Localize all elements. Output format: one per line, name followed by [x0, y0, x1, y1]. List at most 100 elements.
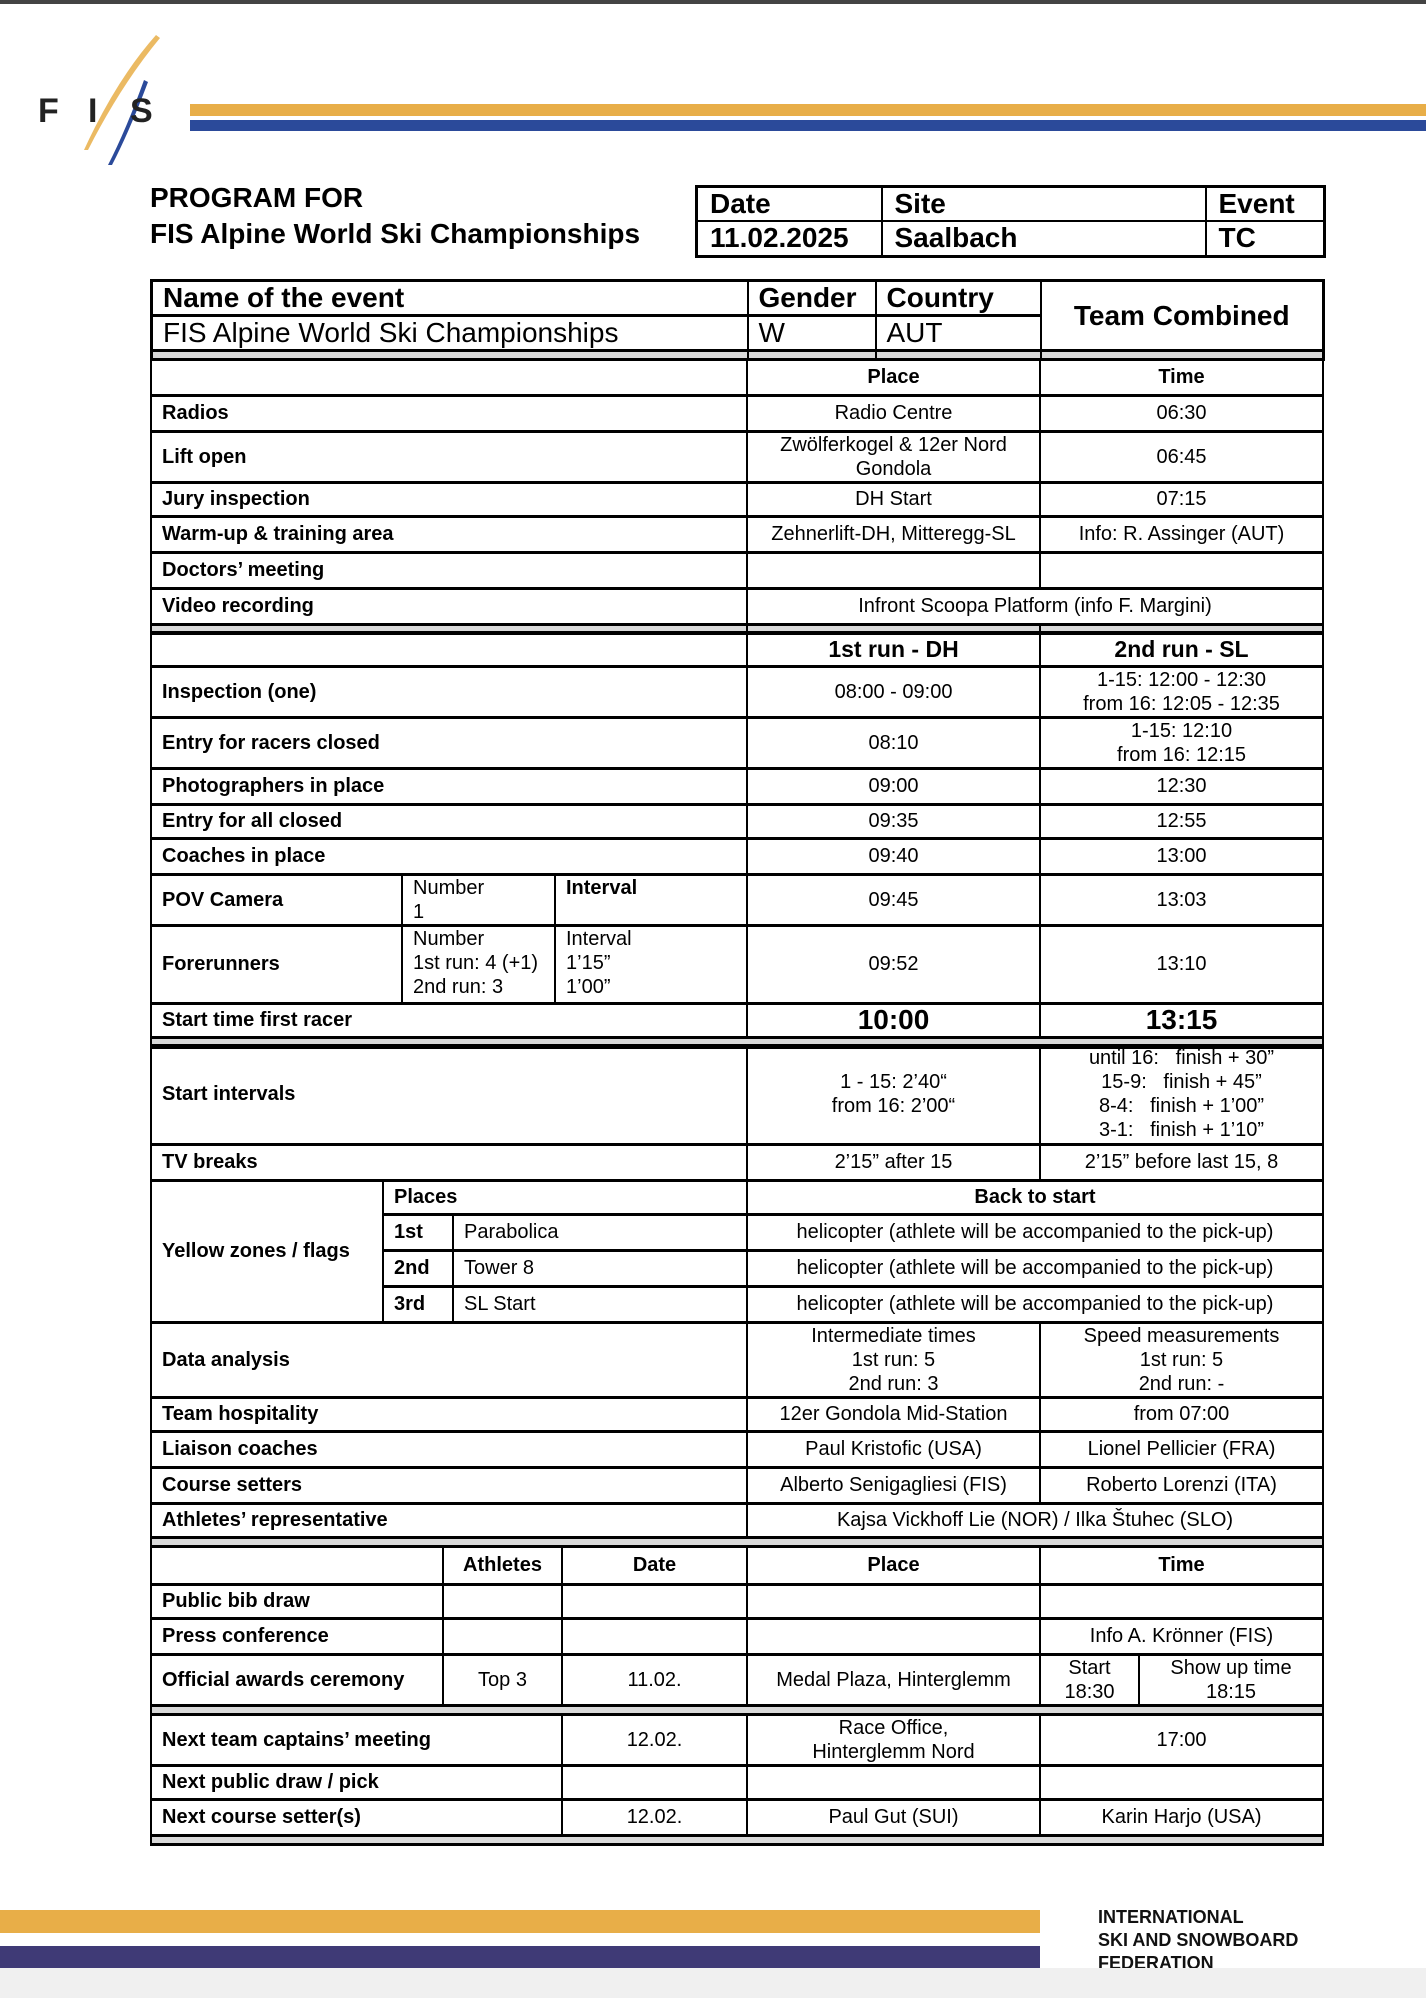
zone-number: 3rd: [382, 1285, 454, 1324]
start-cell: Start 18:30: [1039, 1653, 1140, 1706]
svg-text:F: F: [38, 92, 59, 130]
title-line1: PROGRAM FOR: [150, 182, 364, 213]
number-value: 1: [413, 900, 425, 923]
title-line2: FIS Alpine World Ski Championships: [150, 218, 641, 249]
event-value: TC: [1204, 220, 1326, 257]
run2-line: 1-15: 12:00 - 12:30: [1097, 668, 1267, 691]
gender: W: [746, 314, 877, 352]
event-label: Event: [1204, 185, 1326, 222]
start-time-run1: 10:00: [746, 1002, 1042, 1038]
number-value: 1st run: 4 (+1): [413, 951, 539, 974]
svg-text:S: S: [130, 92, 153, 130]
speed-label: Speed measurements: [1083, 1324, 1280, 1347]
pov-number: Number 1: [401, 873, 556, 927]
place-cell: [746, 551, 1041, 590]
date-cell: 12.02.: [561, 1713, 748, 1767]
run1-cell: 08:10: [746, 716, 1042, 770]
row-label: Press conference: [150, 1617, 444, 1656]
zone-back: helicopter (athlete will be accompanied …: [746, 1249, 1324, 1288]
row-label: Entry for all closed: [149, 803, 749, 840]
row-label: Course setters: [150, 1466, 748, 1505]
row-label: TV breaks: [150, 1143, 748, 1182]
place-line: Hinterglemm Nord: [812, 1740, 975, 1763]
run1-cell: 09:35: [746, 803, 1042, 840]
run2-cell: 13:00: [1039, 837, 1325, 876]
row-label: Next public draw / pick: [150, 1764, 563, 1801]
number-label: Number: [413, 876, 485, 899]
footer-stripe-orange: [0, 1910, 1040, 1933]
row-label: Yellow zones / flags: [150, 1179, 384, 1324]
showup-label: Show up time: [1170, 1656, 1292, 1679]
row-label: Data analysis: [150, 1321, 748, 1399]
row-label: Photographers in place: [149, 767, 749, 806]
footer-line: INTERNATIONAL: [1098, 1907, 1244, 1927]
run2-line: from 16: 12:05 - 12:35: [1083, 692, 1280, 715]
place-header: Place: [746, 358, 1041, 397]
run2-cell: 13:03: [1039, 873, 1325, 927]
row-label: Inspection (one): [149, 665, 749, 719]
row-label: Jury inspection: [150, 481, 748, 518]
run1-cell: 09:40: [746, 837, 1042, 876]
header-stripe-blue: [190, 120, 1426, 131]
tv-run1: 2’15” after 15: [746, 1143, 1041, 1182]
event-name-label: Name of the event: [150, 279, 749, 317]
cell: Lionel Pellicier (FRA): [1039, 1430, 1324, 1469]
cell: Alberto Senigagliesi (FIS): [746, 1466, 1041, 1505]
time-header: Time: [1038, 1546, 1325, 1586]
site-label: Site: [880, 185, 1207, 222]
viewer-bottom-area: [0, 1968, 1426, 1998]
time-cell: [1039, 551, 1324, 590]
page-title: PROGRAM FOR FIS Alpine World Ski Champio…: [150, 180, 640, 252]
row-label: Video recording: [150, 587, 748, 625]
run1-header: 1st run - DH: [746, 631, 1042, 668]
run1-cell: 09:52: [746, 924, 1042, 1005]
pov-interval-label: Interval: [553, 873, 749, 927]
interval-line: 15-9: finish + 45”: [1101, 1071, 1262, 1094]
interval-line: 3-1: finish + 1’10”: [1098, 1119, 1265, 1142]
discipline: Team Combined: [1039, 279, 1325, 352]
runs-table: 1st run - DH 2nd run - SL Inspection (one…: [149, 631, 1325, 1049]
date-label: Date: [695, 185, 883, 222]
date-cell: 12.02.: [561, 1798, 748, 1836]
zone-back: helicopter (athlete will be accompanied …: [746, 1213, 1324, 1252]
row-label: Next course setter(s): [150, 1798, 563, 1836]
interval-value: 1’15”: [566, 951, 611, 974]
speed-value: 1st run: 5: [1139, 1348, 1224, 1371]
start-time-run2: 13:15: [1039, 1002, 1325, 1038]
row-label: Entry for racers closed: [149, 716, 749, 770]
row-label: Athletes’ representative: [150, 1502, 748, 1538]
interval-line: from 16: 2’00“: [831, 1095, 956, 1118]
tv-run2: 2’15” before last 15, 8: [1039, 1143, 1324, 1182]
place-cell: DH Start: [746, 481, 1041, 518]
cell: from 07:00: [1039, 1396, 1324, 1433]
header-stripe-orange: [190, 104, 1426, 116]
cell: 12er Gondola Mid-Station: [746, 1396, 1041, 1433]
cell: Paul Kristofic (USA): [746, 1430, 1041, 1469]
place-cell: Medal Plaza, Hinterglemm: [746, 1653, 1041, 1706]
header-table: Date Site Event 11.02.2025 Saalbach TC: [695, 185, 1326, 258]
date-value: 11.02.2025: [695, 220, 883, 257]
time-cell: Info A. Krönner (FIS): [1038, 1617, 1325, 1656]
footer-line: SKI AND SNOWBOARD: [1098, 1930, 1299, 1950]
date-cell: 11.02.: [561, 1653, 748, 1706]
int-value: 2nd run: 3: [848, 1372, 939, 1395]
showup-value: 18:15: [1205, 1680, 1257, 1703]
run1-cell: 08:00 - 09:00: [746, 665, 1042, 719]
place-cell: Infront Scoopa Platform (info F. Margini…: [746, 587, 1324, 625]
details-table: Start intervals 1 - 15: 2’40“ from 16: 2’0…: [150, 1044, 1324, 1548]
number-value: 2nd run: 3: [413, 975, 504, 998]
general-schedule-table: Place Time Radios Radio Centre 06:30 Lift o…: [150, 358, 1324, 635]
run2-line: from 16: 12:15: [1117, 743, 1246, 766]
interval-line: 8-4: finish + 1’00”: [1098, 1095, 1265, 1118]
row-label: Start time first racer: [149, 1002, 749, 1038]
run2-cell: 12:30: [1039, 767, 1325, 806]
start-value: 18:30: [1064, 1680, 1115, 1703]
cell: Roberto Lorenzi (ITA): [1039, 1466, 1324, 1505]
zone-place: SL Start: [452, 1285, 748, 1324]
number-label: Number: [413, 927, 485, 950]
place-line: Race Office,: [838, 1716, 949, 1739]
row-label: POV Camera: [150, 873, 403, 927]
interval-label: Interval: [566, 927, 632, 950]
row-label: Coaches in place: [149, 837, 749, 876]
federation-name: INTERNATIONAL SKI AND SNOWBOARD FEDERATI…: [1098, 1906, 1298, 1975]
